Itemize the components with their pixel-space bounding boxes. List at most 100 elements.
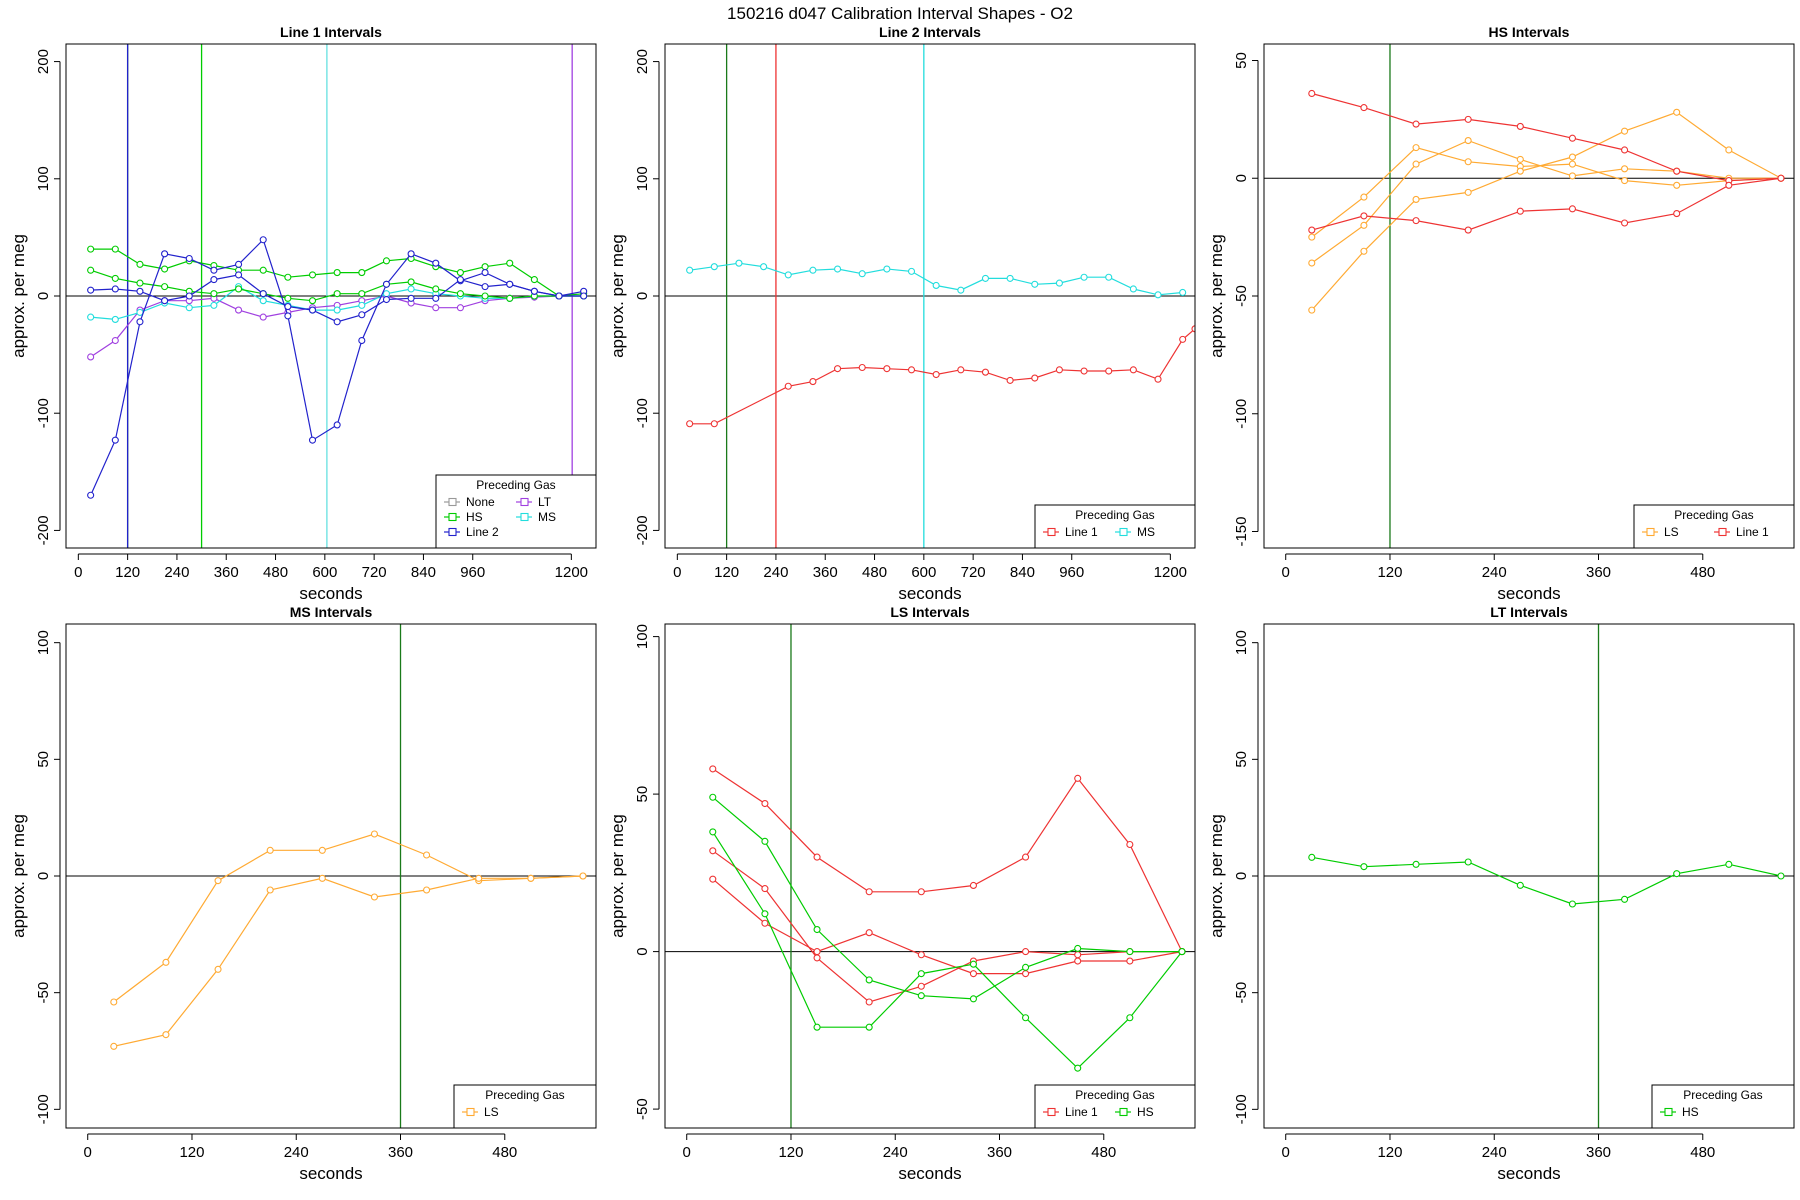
y-tick-label: 0 — [1233, 872, 1250, 880]
data-point — [761, 885, 769, 893]
plot-frame — [1263, 43, 1795, 549]
x-axis: 0 120 240 360 480 600 720 840 960 1200 — [74, 553, 588, 581]
x-tick-label: 240 — [284, 1144, 309, 1161]
data-point — [760, 263, 768, 271]
data-point — [981, 368, 990, 376]
y-tick-label: -100 — [35, 1094, 52, 1124]
series-line — [712, 850, 1182, 1003]
data-point — [308, 306, 317, 314]
legend-swatch-marker — [1664, 1107, 1673, 1117]
data-point — [481, 292, 489, 300]
data-point — [1464, 188, 1472, 196]
data-point — [1022, 970, 1030, 978]
legend-box — [1034, 1084, 1196, 1129]
data-point — [1126, 1014, 1134, 1022]
data-point — [1725, 860, 1733, 868]
y-tick-label: -50 — [1233, 982, 1250, 1004]
data-point — [382, 280, 391, 288]
data-point — [284, 302, 292, 311]
x-tick-label: 240 — [1482, 564, 1507, 581]
y-axis-label: approx. per meg — [9, 234, 28, 358]
data-point — [917, 992, 925, 1000]
chart-panel-3: HS Intervals 0 120 240 360 480 seconds -150 -100… — [1207, 24, 1795, 603]
data-point — [1673, 181, 1681, 189]
y-tick-label: -100 — [634, 398, 651, 428]
data-point — [1074, 957, 1082, 965]
data-point — [1154, 375, 1162, 383]
data-point — [1055, 279, 1063, 287]
x-tick-label: 600 — [312, 564, 337, 581]
y-tick-label: -200 — [634, 515, 651, 545]
y-tick-label: -150 — [1233, 516, 1250, 546]
data-point — [1080, 273, 1088, 281]
data-point — [969, 995, 977, 1003]
legend-swatch-marker — [448, 512, 457, 522]
y-tick-label: 100 — [35, 166, 52, 191]
data-point — [530, 276, 538, 284]
series-5 — [709, 828, 1186, 1072]
data-point — [407, 278, 415, 286]
data-point — [1464, 137, 1472, 145]
data-point — [432, 285, 440, 293]
series-3 — [1308, 108, 1785, 314]
data-point — [1074, 774, 1082, 782]
data-point — [358, 336, 366, 345]
x-tick-label: 360 — [388, 1144, 413, 1161]
data-point — [1129, 285, 1137, 293]
data-point — [407, 294, 415, 302]
data-point — [761, 799, 769, 808]
series-line — [90, 238, 584, 496]
data-point — [185, 292, 193, 300]
x-tick-label: 960 — [1059, 564, 1084, 581]
data-point — [407, 285, 415, 293]
legend-title: Preceding Gas — [1674, 508, 1753, 522]
data-point — [1777, 872, 1785, 880]
data-point — [259, 297, 267, 305]
data-point — [358, 269, 366, 277]
legend-label: LS — [484, 1105, 499, 1119]
data-point — [1179, 288, 1187, 297]
data-point — [1464, 858, 1472, 866]
data-point — [865, 929, 873, 937]
data-point — [1308, 89, 1316, 98]
data-point — [1412, 120, 1420, 128]
legend: Preceding Gas HS — [1651, 1084, 1795, 1129]
chart-title: LT Intervals — [1490, 604, 1568, 620]
data-point — [284, 294, 292, 302]
y-tick-label: 50 — [35, 751, 52, 768]
data-point — [1412, 217, 1420, 225]
data-point — [530, 287, 538, 295]
data-point — [710, 263, 718, 271]
x-tick-label: 240 — [763, 564, 788, 581]
data-point — [1568, 205, 1576, 213]
x-tick-label: 480 — [1690, 564, 1715, 581]
series-line — [1311, 146, 1782, 238]
legend-label: HS — [1682, 1105, 1699, 1119]
data-point — [1621, 177, 1629, 185]
legend-label: LS — [1664, 525, 1679, 539]
data-point — [1777, 174, 1785, 182]
data-point — [784, 382, 792, 390]
data-point — [333, 318, 341, 326]
x-tick-label: 120 — [778, 1144, 803, 1161]
data-point — [686, 420, 694, 428]
data-point — [308, 297, 317, 305]
y-axis: -50 0 50 100 — [634, 624, 660, 1120]
y-tick-label: -100 — [1233, 1094, 1250, 1124]
legend-swatch-marker — [1646, 527, 1655, 537]
x-tick-label: 840 — [1010, 564, 1035, 581]
y-axis-label: approx. per meg — [1207, 814, 1226, 938]
series-line — [113, 833, 584, 1003]
legend-title: Preceding Gas — [1075, 1088, 1154, 1102]
series-2 — [686, 325, 1195, 428]
y-tick-label: 50 — [1233, 751, 1250, 768]
series-line — [689, 328, 1195, 425]
data-point — [1464, 115, 1472, 123]
data-point — [1022, 948, 1030, 956]
legend-entry: MS — [1115, 525, 1155, 539]
data-point — [579, 872, 587, 880]
data-point — [1412, 160, 1420, 168]
x-tick-label: 240 — [1482, 1144, 1507, 1161]
data-point — [527, 874, 535, 882]
